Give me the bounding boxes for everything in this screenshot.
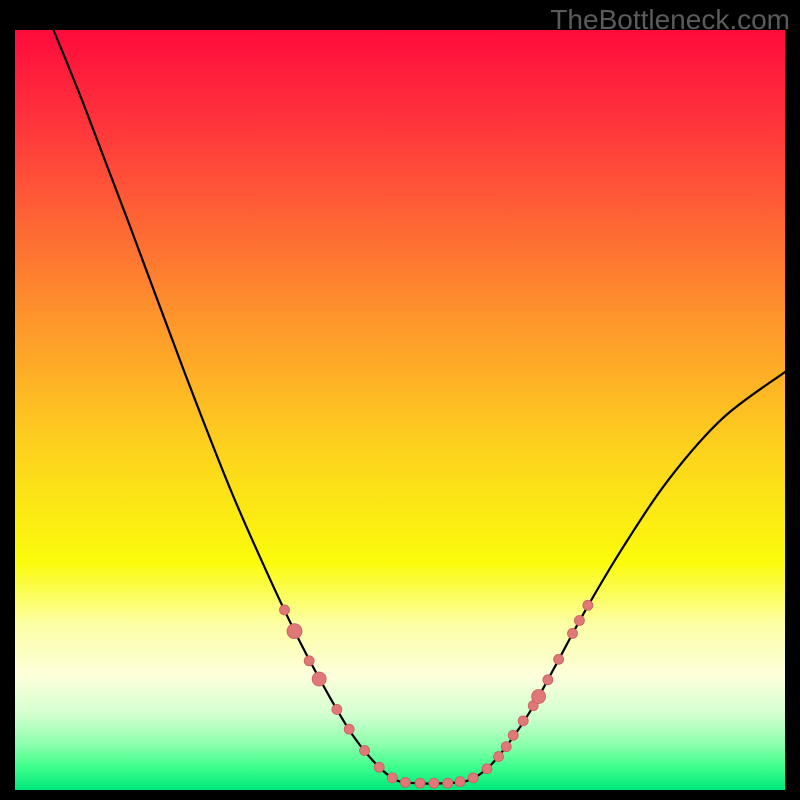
chart-frame: TheBottleneck.com (0, 0, 800, 800)
data-marker (574, 616, 584, 626)
data-marker (532, 690, 546, 704)
data-marker (374, 762, 384, 772)
data-marker (508, 730, 518, 740)
data-marker (482, 764, 492, 774)
data-marker (543, 675, 553, 685)
plot-area (15, 30, 785, 790)
data-marker (312, 672, 326, 686)
data-marker (583, 600, 593, 610)
data-marker (518, 716, 528, 726)
data-marker (360, 745, 370, 755)
data-marker (280, 605, 290, 615)
data-marker (455, 777, 465, 787)
data-marker (387, 773, 397, 783)
data-marker (332, 704, 342, 714)
data-marker (400, 777, 410, 787)
data-marker (443, 778, 453, 788)
gradient-background (15, 30, 785, 790)
data-marker (415, 778, 425, 788)
data-marker (344, 724, 354, 734)
data-marker (501, 742, 511, 752)
data-marker (304, 656, 314, 666)
data-marker (554, 654, 564, 664)
data-marker (494, 752, 504, 762)
data-marker (429, 778, 439, 788)
data-marker (287, 624, 302, 639)
data-marker (567, 628, 577, 638)
data-marker (468, 773, 478, 783)
